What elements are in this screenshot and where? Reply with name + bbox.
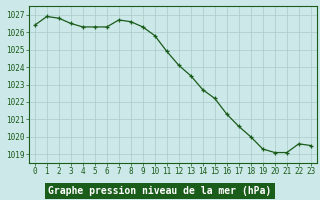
Text: Graphe pression niveau de la mer (hPa): Graphe pression niveau de la mer (hPa) bbox=[48, 186, 272, 196]
